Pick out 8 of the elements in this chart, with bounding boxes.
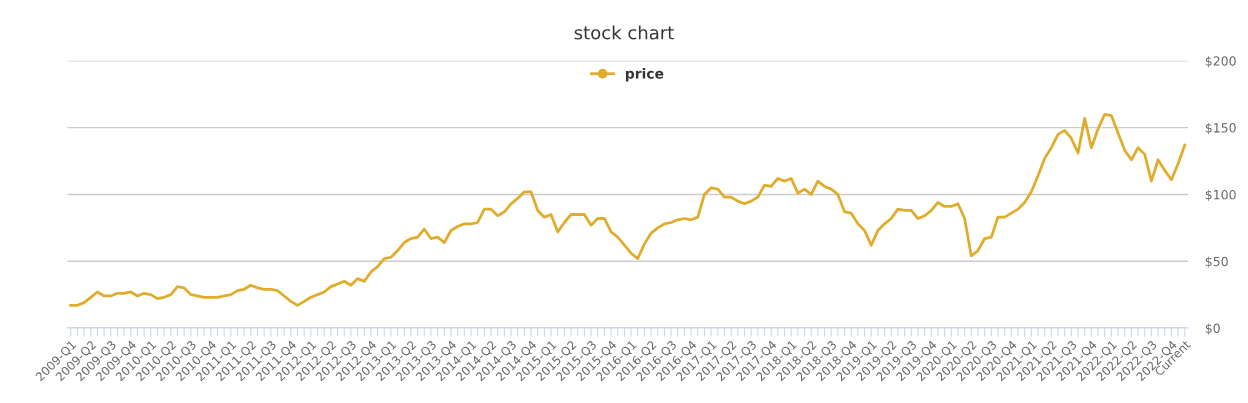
y-tick-label: $200: [1205, 56, 1236, 68]
y-tick-label: $0: [1205, 323, 1220, 335]
y-tick-label: $150: [1205, 122, 1236, 135]
y-tick-label: $100: [1205, 189, 1236, 202]
legend-label: price: [625, 68, 664, 82]
y-tick-label: $50: [1205, 256, 1228, 268]
line-series: [69, 112, 1187, 307]
chart-title: stock chart: [574, 25, 674, 40]
